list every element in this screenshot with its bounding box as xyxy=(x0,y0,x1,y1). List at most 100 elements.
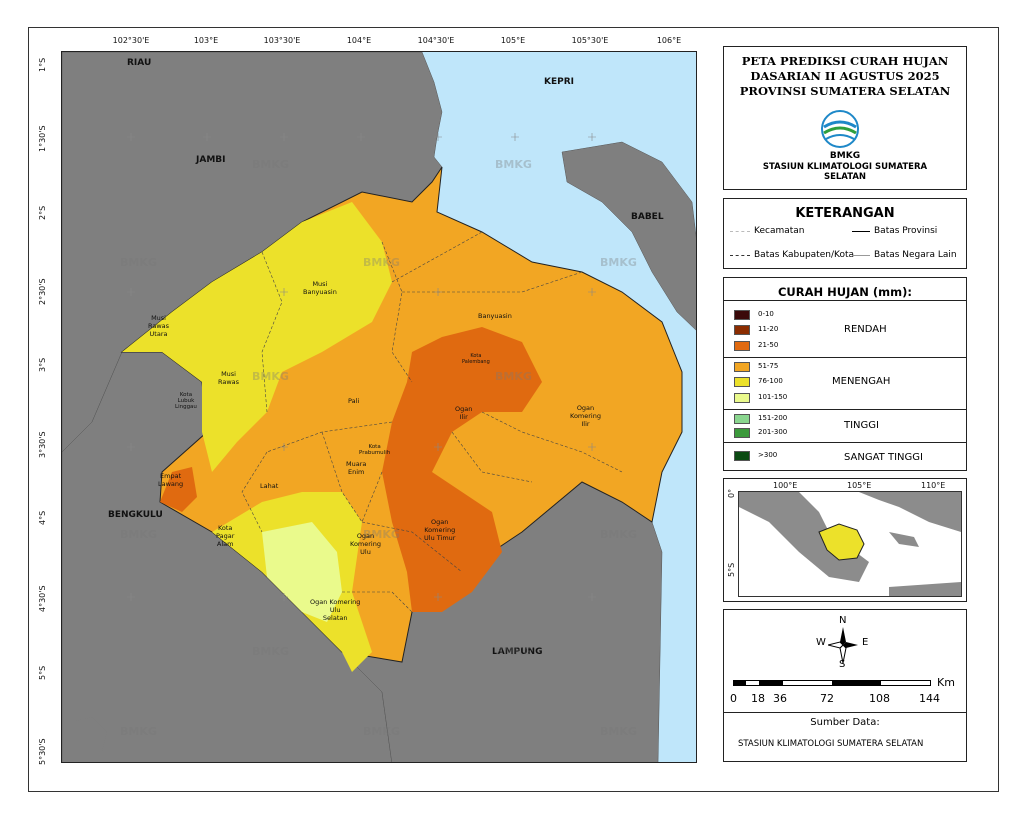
watermark: BMKG xyxy=(600,528,637,541)
lon-tick: 104°E xyxy=(346,36,372,45)
district-musi-rawas-utara: Musi Rawas Utara xyxy=(148,314,170,338)
label-riau: RIAU xyxy=(127,58,152,68)
class-swatch-76-100 xyxy=(734,377,750,387)
category-menengah: MENENGAH xyxy=(832,376,891,387)
source-value: STASIUN KLIMATOLOGI SUMATERA SELATAN xyxy=(738,739,924,749)
inset-x-tick: 105°E xyxy=(847,481,872,490)
scale-tick: 144 xyxy=(919,692,940,705)
scale-tick: 108 xyxy=(869,692,890,705)
class-swatch-11-20 xyxy=(734,325,750,335)
district-pali: Pali xyxy=(348,397,360,405)
rainfall-legend-panel: CURAH HUJAN (mm): xyxy=(723,277,967,471)
lon-tick: 102°30'E xyxy=(112,36,150,45)
lon-tick: 104°30'E xyxy=(417,36,455,45)
watermark: BMKG xyxy=(600,725,637,738)
lat-tick: 5°30'S xyxy=(38,738,47,765)
class-swatch-151-200 xyxy=(734,414,750,424)
class-label: 101-150 xyxy=(758,393,788,401)
rainfall-legend-heading: CURAH HUJAN (mm): xyxy=(777,285,912,299)
scale-unit: Km xyxy=(937,676,955,689)
lat-tick: 2°S xyxy=(38,205,47,220)
zone-101-150 xyxy=(262,522,342,622)
north-arrow-icon xyxy=(827,625,858,665)
legend-divider xyxy=(723,409,967,410)
watermark: BMKG xyxy=(363,725,400,738)
label-bengkulu: BENGKULU xyxy=(108,510,163,520)
legend-batas-negara: Batas Negara Lain xyxy=(874,250,957,260)
watermark: BMKG xyxy=(120,725,157,738)
inset-y-tick: 0° xyxy=(727,488,736,498)
class-label: 21-50 xyxy=(758,341,779,349)
legend-batas-provinsi: Batas Provinsi xyxy=(874,226,938,236)
district-ogan-ilir: Ogan Ilir xyxy=(455,405,473,421)
map-canvas xyxy=(62,52,696,762)
district-boundaries xyxy=(241,231,623,613)
inset-x-tick: 100°E xyxy=(773,481,798,490)
watermark: BMKG xyxy=(495,370,532,383)
district-kota-prabumulih: Kota Prabumulih xyxy=(359,444,391,456)
map-title-line3: PROVINSI SUMATERA SELATAN xyxy=(739,84,951,98)
class-swatch-0-10 xyxy=(734,310,750,320)
category-tinggi: TINGGI xyxy=(844,420,879,431)
label-babel: BABEL xyxy=(631,212,664,222)
source-heading: Sumber Data: xyxy=(810,717,880,728)
station-name: STASIUN KLIMATOLOGI SUMATERA SELATAN xyxy=(762,162,928,182)
legend-kecamatan: Kecamatan xyxy=(754,226,805,236)
map-title-line2: DASARIAN II AGUSTUS 2025 xyxy=(750,69,940,83)
class-swatch-101-150 xyxy=(734,393,750,403)
keterangan-heading: KETERANGAN xyxy=(795,206,895,221)
lon-tick: 103°30'E xyxy=(263,36,301,45)
bmkg-logo-icon xyxy=(820,109,860,149)
watermark: BMKG xyxy=(363,528,400,541)
legend-divider xyxy=(723,357,967,358)
class-label: 76-100 xyxy=(758,377,783,385)
east-label: E xyxy=(862,637,869,648)
lon-tick: 103°E xyxy=(193,36,219,45)
class-swatch-21-50 xyxy=(734,341,750,351)
watermark: BMKG xyxy=(495,158,532,171)
provinsi-line-icon xyxy=(852,231,870,232)
class-label: 0-10 xyxy=(758,310,774,318)
watermark: BMKG xyxy=(363,256,400,269)
lat-tick: 3°S xyxy=(38,357,47,372)
watermark: BMKG xyxy=(495,645,532,658)
class-swatch-over-300 xyxy=(734,451,750,461)
class-label: 11-20 xyxy=(758,325,779,333)
zone-21-50-center xyxy=(382,327,542,612)
legend-divider xyxy=(723,442,967,443)
lon-tick: 105°E xyxy=(500,36,526,45)
district-ogan-komering-ulu: Ogan Komering Ulu xyxy=(350,532,381,556)
lat-tick: 4°S xyxy=(38,510,47,525)
label-jambi: JAMBI xyxy=(196,155,226,165)
scale-bar xyxy=(733,680,931,686)
lon-tick: 106°E xyxy=(656,36,682,45)
kabupaten-line-icon xyxy=(730,255,750,256)
zone-21-50-west xyxy=(160,467,197,512)
legend-batas-kabupaten: Batas Kabupaten/Kota xyxy=(754,250,854,260)
class-label: 151-200 xyxy=(758,414,788,422)
watermark: BMKG xyxy=(252,645,289,658)
district-banyuasin: Banyuasin xyxy=(478,312,512,320)
lat-tick: 2°30'S xyxy=(38,278,47,305)
west-label: W xyxy=(816,637,826,648)
bmkg-logo-text: BMKG xyxy=(829,151,861,161)
label-lampung: LAMPUNG xyxy=(492,647,543,657)
main-map[interactable] xyxy=(61,51,697,763)
category-rendah: RENDAH xyxy=(844,324,887,335)
map-sheet-frame xyxy=(28,27,999,792)
watermark: BMKG xyxy=(252,158,289,171)
title-panel: PETA PREDIKSI CURAH HUJAN DASARIAN II AG… xyxy=(723,46,967,190)
watermark: BMKG xyxy=(600,256,637,269)
district-ogan-komering-ulu-timur: Ogan Komering Ulu Timur xyxy=(424,518,456,542)
category-sangat-tinggi: SANGAT TINGGI xyxy=(844,452,923,463)
district-palembang: Kota Palembang xyxy=(462,353,490,365)
district-lahat: Lahat xyxy=(260,482,279,490)
neighbor-land-bangka xyxy=(561,141,696,331)
lat-tick: 5°S xyxy=(38,665,47,680)
district-musi-rawas: Musi Rawas xyxy=(218,370,240,386)
class-label: >300 xyxy=(758,451,778,459)
negara-line-icon xyxy=(852,255,870,256)
watermark: BMKG xyxy=(252,370,289,383)
class-label: 201-300 xyxy=(758,428,788,436)
kecamatan-line-icon xyxy=(730,231,750,232)
